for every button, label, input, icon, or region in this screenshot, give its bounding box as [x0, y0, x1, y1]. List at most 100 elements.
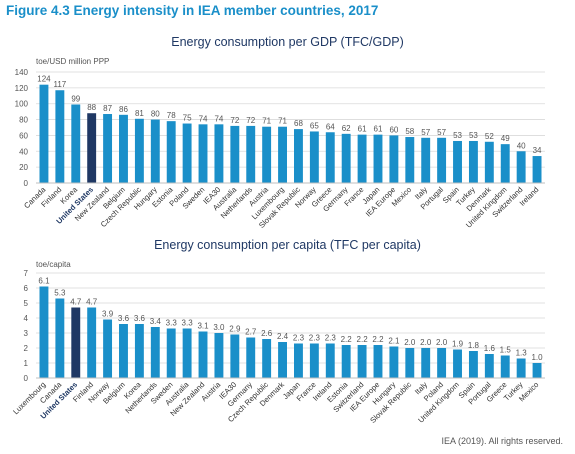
c1-value-label: 57 — [421, 128, 430, 137]
c2-bar — [246, 337, 256, 378]
c2-bar — [293, 343, 303, 378]
c2-bar — [55, 298, 65, 378]
c2-bar — [453, 349, 462, 378]
c2-bar — [119, 324, 128, 378]
c1-bar — [134, 118, 144, 183]
c1-value-label: 53 — [469, 131, 478, 140]
c2-value-label: 1.5 — [500, 346, 512, 355]
copyright-footer: IEA (2019). All rights reserved. — [441, 436, 563, 446]
c2-bar — [214, 333, 224, 378]
c2-value-label: 3.6 — [118, 314, 130, 323]
c1-value-label: 34 — [533, 146, 542, 155]
c2-value-label: 2.9 — [229, 325, 241, 334]
c2-value-label: 1.8 — [468, 341, 480, 350]
c1-unit-label: toe/USD million PPP — [36, 57, 109, 66]
c1-value-label: 117 — [53, 80, 66, 89]
c2-value-label: 2.6 — [261, 329, 273, 338]
c2-bar — [309, 343, 319, 378]
c2-bar — [484, 354, 494, 378]
c1-bar — [262, 126, 272, 183]
c1-value-label: 72 — [230, 116, 239, 125]
c2-bar — [389, 346, 399, 378]
c2-value-label: 4.7 — [70, 298, 82, 307]
c2-bar — [421, 348, 431, 378]
c2-bar — [405, 348, 415, 378]
c1-bar — [373, 134, 383, 183]
c2-value-label: 6.1 — [38, 277, 50, 286]
c1-value-label: 74 — [214, 114, 223, 123]
c2-value-label: 1.6 — [484, 344, 496, 353]
c1-bar — [119, 114, 128, 183]
c1-bar — [325, 132, 335, 183]
c2-bar — [278, 342, 288, 378]
c2-value-label: 2.3 — [293, 334, 305, 343]
c1-value-label: 80 — [151, 110, 160, 119]
c2-value-label: 2.1 — [388, 337, 400, 346]
c2-bar — [150, 327, 160, 378]
figure-title: Figure 4.3 Energy intensity in IEA membe… — [6, 3, 379, 18]
c1-bar — [421, 137, 431, 183]
c2-bar — [230, 334, 240, 378]
c2-value-label: 3.3 — [182, 319, 194, 328]
c1-bar — [453, 140, 462, 183]
c2-value-label: 3.0 — [213, 323, 225, 332]
c1-value-label: 64 — [326, 122, 335, 131]
c2-value-label: 2.2 — [357, 335, 369, 344]
c1-ytick-label: 60 — [19, 131, 28, 140]
c1-bar — [532, 156, 542, 183]
c1-value-label: 49 — [501, 134, 510, 143]
c1-value-label: 40 — [517, 141, 526, 150]
c1-ytick-label: 80 — [19, 116, 28, 125]
c1-bar — [309, 131, 319, 183]
c1-value-label: 75 — [183, 114, 192, 123]
c1-value-label: 65 — [310, 121, 319, 130]
c2-value-label: 1.0 — [531, 353, 543, 362]
c1-value-label: 71 — [278, 117, 287, 126]
c2-value-label: 3.1 — [197, 322, 209, 331]
c2-ytick-label: 4 — [24, 314, 29, 323]
c1-value-label: 61 — [358, 125, 367, 134]
c1-bar — [55, 90, 65, 183]
c1-value-label: 58 — [405, 127, 414, 136]
c1-value-label: 74 — [199, 114, 208, 123]
c2-bar — [182, 328, 192, 378]
c2-value-label: 2.4 — [277, 332, 289, 341]
c2-bar — [341, 345, 351, 378]
c2-bar — [357, 345, 367, 378]
c1-value-label: 124 — [37, 75, 51, 84]
c2-ytick-label: 0 — [24, 374, 29, 383]
c1-ytick-label: 40 — [19, 147, 28, 156]
c1-value-label: 78 — [167, 111, 176, 120]
c2-bar — [325, 343, 335, 378]
c1-bar — [214, 124, 224, 183]
c2-value-label: 1.3 — [516, 349, 528, 358]
c2-bar — [373, 345, 383, 378]
c1-value-label: 61 — [374, 125, 383, 134]
c1-ytick-label: 0 — [24, 179, 29, 188]
c2-value-label: 5.3 — [54, 289, 66, 298]
c1-value-label: 72 — [246, 116, 255, 125]
c1-value-label: 99 — [71, 95, 80, 104]
c2-unit-label: toe/capita — [36, 260, 71, 269]
c1-bar — [278, 126, 288, 183]
c1-value-label: 57 — [437, 128, 446, 137]
c2-value-label: 3.4 — [150, 317, 162, 326]
c1-bar — [103, 114, 113, 183]
c1-ytick-label: 100 — [15, 100, 29, 109]
c1-value-label: 81 — [135, 109, 144, 118]
c1-bar — [71, 104, 81, 183]
c2-value-label: 2.7 — [245, 328, 257, 337]
c2-ytick-label: 3 — [24, 329, 29, 338]
c1-bar — [39, 84, 49, 183]
c2-value-label: 2.3 — [325, 334, 337, 343]
c1-bar — [468, 140, 478, 183]
c1-value-label: 53 — [453, 131, 462, 140]
c1-value-label: 86 — [119, 105, 128, 114]
c2-bar — [516, 358, 526, 378]
c1-ytick-label: 120 — [15, 84, 29, 93]
c1-bar — [341, 133, 351, 183]
c1-bar — [500, 144, 510, 183]
c2-value-label: 2.3 — [309, 334, 321, 343]
c1-bar — [484, 141, 494, 183]
c2-value-label: 3.9 — [102, 310, 114, 319]
